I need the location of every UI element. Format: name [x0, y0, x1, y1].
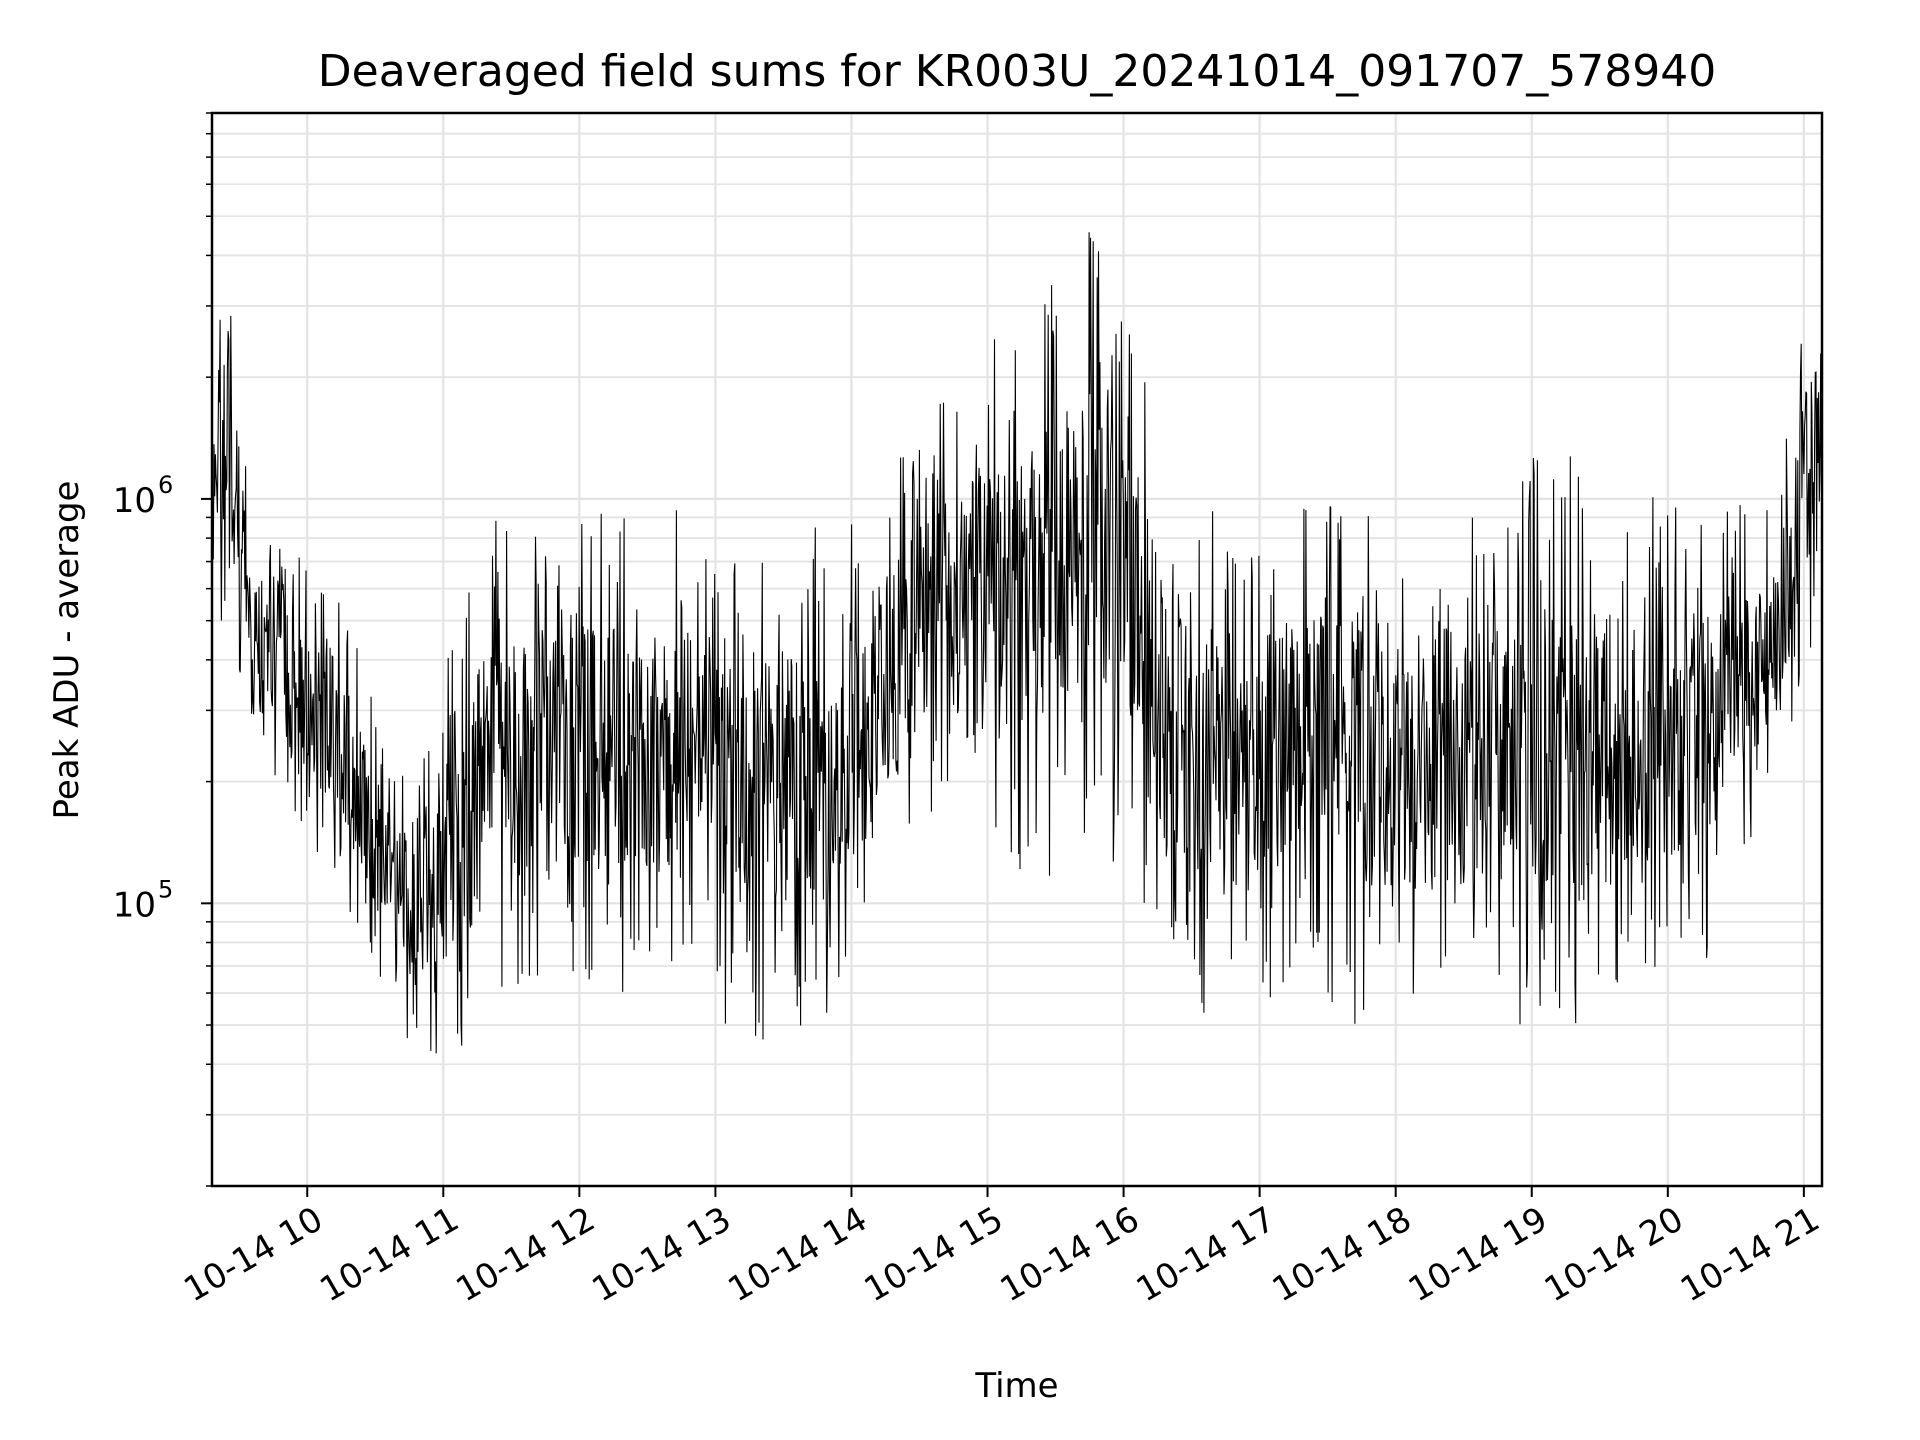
- x-tick-label: 10-14 21: [1674, 1199, 1826, 1310]
- x-tick-label: 10-14 13: [586, 1199, 738, 1310]
- x-tick-label: 10-14 11: [313, 1199, 465, 1310]
- x-tick-label: 10-14 10: [177, 1199, 329, 1310]
- plot-grid: [212, 112, 1822, 1187]
- y-tick-exponent: 5: [158, 875, 173, 903]
- x-tick-label: 10-14 15: [858, 1199, 1010, 1310]
- x-tick-label: 10-14 16: [994, 1199, 1146, 1310]
- data-layer: [211, 232, 1823, 1054]
- y-tick-label: 10: [113, 481, 156, 521]
- x-tick-label: 10-14 20: [1538, 1199, 1690, 1310]
- x-axis-label: Time: [974, 1366, 1058, 1406]
- x-tick-label: 10-14 18: [1266, 1199, 1418, 1310]
- y-axis-label: Peak ADU - average: [47, 481, 87, 820]
- y-tick-label: 10: [113, 885, 156, 925]
- plot-frame: [210, 111, 1824, 1188]
- chart-title: Deaveraged field sums for KR003U_2024101…: [318, 46, 1716, 97]
- x-tick-label: 10-14 14: [722, 1199, 874, 1310]
- x-tick-label: 10-14 19: [1402, 1199, 1554, 1310]
- x-tick-label: 10-14 17: [1130, 1199, 1282, 1310]
- x-tick-label: 10-14 12: [449, 1199, 601, 1310]
- y-tick-exponent: 6: [158, 471, 173, 499]
- series-line: [211, 232, 1823, 1054]
